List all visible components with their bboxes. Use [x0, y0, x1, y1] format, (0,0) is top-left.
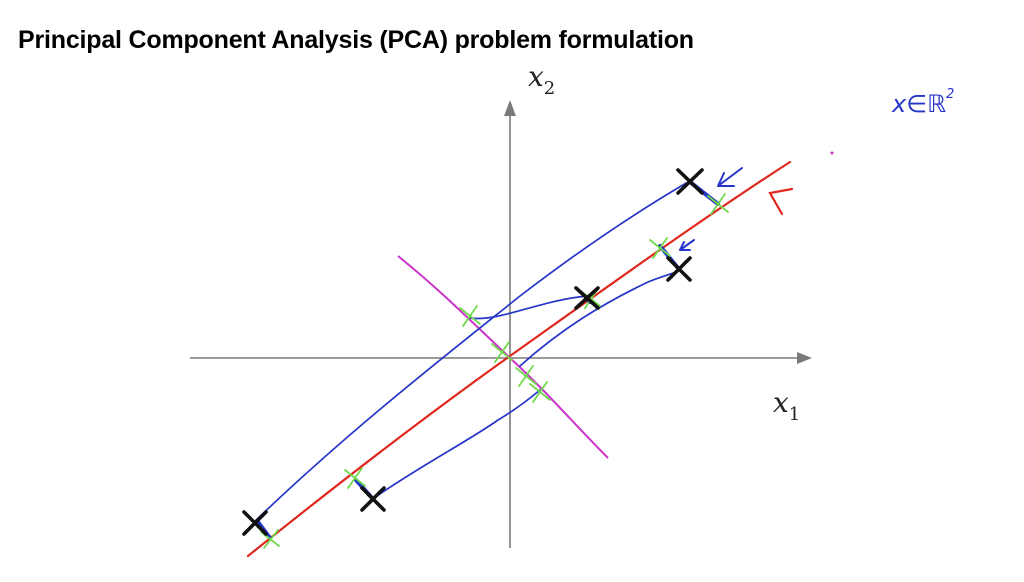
projection-markers	[260, 193, 729, 549]
projection-marker	[529, 381, 551, 403]
connector-curve	[373, 389, 541, 499]
dimension-annotation: x∈ℝ2	[891, 87, 954, 118]
projection-line	[246, 160, 792, 558]
projection-line-group	[246, 160, 794, 558]
projection-marker	[459, 305, 481, 327]
projection-marker	[515, 365, 537, 387]
projection-marker	[491, 341, 513, 363]
blue-arrow-annotations	[679, 167, 743, 251]
connector-curve	[519, 271, 677, 367]
data-point-cross	[242, 510, 268, 536]
projection-distances	[256, 180, 720, 540]
slide-title: Principal Component Analysis (PCA) probl…	[18, 26, 694, 54]
y-axis-arrowhead	[504, 100, 516, 116]
data-point-cross	[666, 256, 692, 282]
connector-curves	[253, 181, 689, 523]
projection-marker	[707, 193, 729, 215]
data-point-cross	[574, 286, 600, 310]
data-points	[242, 168, 704, 536]
stray-dot	[830, 151, 834, 155]
axes	[190, 100, 812, 548]
x2-axis-label: x2	[528, 60, 555, 99]
x1-axis-label: x1	[773, 386, 800, 425]
blue-arrow-annotation	[717, 167, 743, 187]
x-axis-arrowhead	[797, 352, 812, 364]
data-point-cross	[360, 486, 386, 512]
connector-curve	[253, 181, 689, 523]
connector-curve	[469, 295, 589, 320]
data-point-cross	[676, 168, 704, 195]
red-arrow-annotation	[768, 187, 794, 216]
projection-marker	[344, 467, 366, 489]
blue-arrow-annotation	[679, 239, 695, 251]
projection-marker	[649, 237, 671, 259]
